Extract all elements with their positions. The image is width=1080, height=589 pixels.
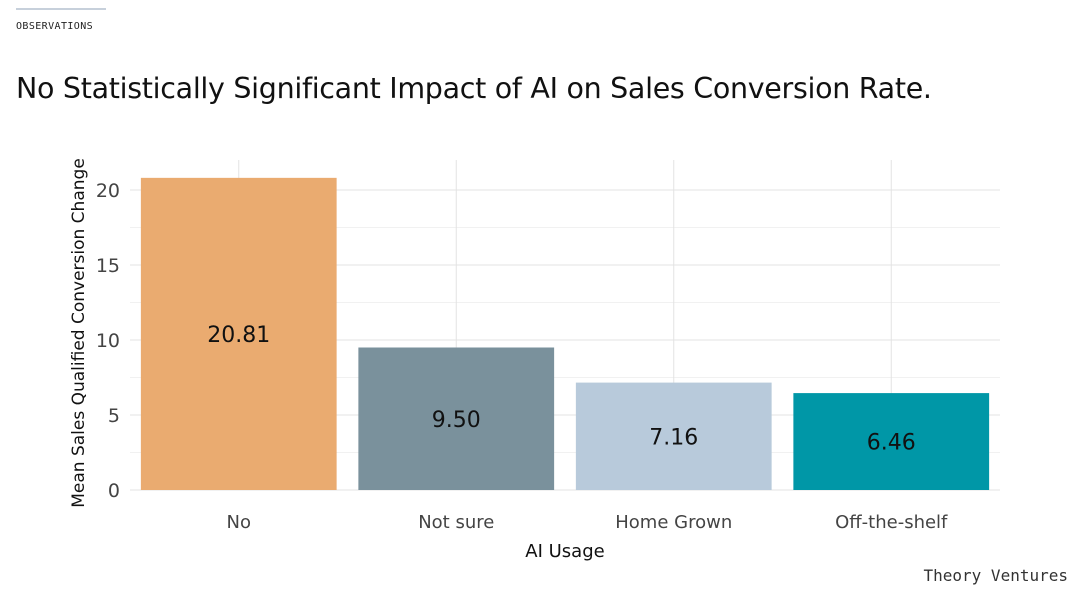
section-label: OBSERVATIONS xyxy=(16,21,94,32)
y-tick-label: 0 xyxy=(108,480,120,502)
bar-value-label: 9.50 xyxy=(432,408,481,433)
y-tick-label: 10 xyxy=(96,330,120,352)
footer-brand: Theory Ventures xyxy=(923,566,1069,585)
y-tick-label: 15 xyxy=(96,255,120,277)
x-tick-label: Off-the-shelf xyxy=(835,512,948,533)
x-tick-label: No xyxy=(227,512,251,533)
chart-value-labels: 20.81 9.50 7.16 6.46 xyxy=(207,323,915,456)
bar-value-label: 7.16 xyxy=(649,425,698,450)
bar-value-label: 20.81 xyxy=(207,323,270,348)
y-tick-label: 20 xyxy=(96,180,120,202)
header-accent-rule xyxy=(16,8,106,10)
bar-no xyxy=(140,177,337,490)
bar-home-grown xyxy=(575,382,772,490)
bar-not-sure xyxy=(358,347,555,490)
y-axis-title: Mean Sales Qualified Conversion Change xyxy=(69,158,89,508)
page-title: No Statistically Significant Impact of A… xyxy=(16,72,932,105)
y-tick-label: 5 xyxy=(108,405,120,427)
y-axis-ticks: 0 5 10 15 20 xyxy=(96,180,120,502)
chart-bars xyxy=(140,177,990,490)
x-tick-label: Home Grown xyxy=(615,512,732,533)
bar-off-the-shelf xyxy=(793,393,990,490)
x-axis-title: AI Usage xyxy=(525,541,604,562)
x-axis-ticks: No Not sure Home Grown Off-the-shelf xyxy=(227,512,949,533)
x-tick-label: Not sure xyxy=(418,512,494,533)
bar-value-label: 6.46 xyxy=(867,431,916,456)
